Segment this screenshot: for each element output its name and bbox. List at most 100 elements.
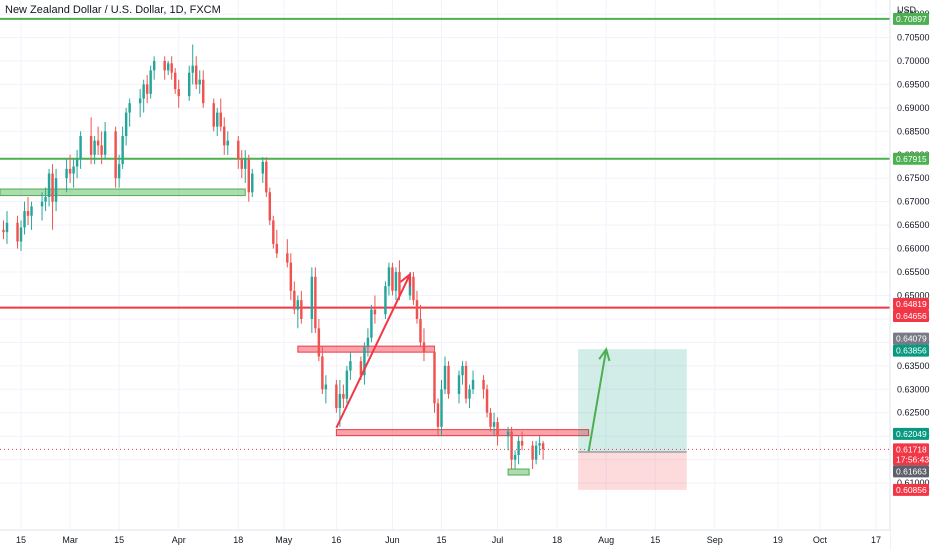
candle-body — [345, 370, 349, 399]
candle-body — [366, 337, 370, 348]
price-axis[interactable]: USD0.608500.610000.615000.620000.625000.… — [889, 0, 932, 550]
candle-body — [468, 389, 471, 399]
time-tick-label: Sep — [707, 535, 723, 545]
time-tick-label: Apr — [172, 535, 186, 545]
arrow-head — [598, 347, 611, 362]
price-badge-label: 0.64819 — [896, 299, 927, 309]
candle-body — [349, 361, 352, 371]
zones — [0, 188, 590, 476]
candle-body — [114, 131, 117, 179]
price-badge-label: 0.62049 — [896, 429, 927, 439]
grid — [0, 0, 890, 530]
candle-body — [68, 168, 72, 174]
candle-body — [51, 173, 54, 202]
candle-body — [40, 201, 44, 207]
candle-body — [398, 272, 401, 296]
candle-body — [317, 328, 321, 357]
time-tick-label: May — [275, 535, 293, 545]
candle-body — [223, 126, 226, 146]
candle-body — [419, 318, 422, 343]
candle-body — [149, 70, 152, 94]
candle-body — [187, 72, 191, 97]
candle-body — [198, 79, 201, 85]
arrow-line[interactable] — [587, 349, 608, 452]
candle-body — [338, 393, 342, 409]
candle-body — [489, 412, 492, 427]
candle-body — [44, 196, 47, 202]
candle-body — [194, 65, 198, 85]
candle-body — [173, 72, 177, 90]
horizontal-lines[interactable] — [0, 17, 890, 450]
candle-body — [387, 267, 391, 287]
price-badge — [893, 344, 929, 357]
price-badge — [893, 427, 929, 440]
candle-body — [310, 276, 314, 319]
price-badge-label: 0.61718 — [896, 444, 927, 454]
candle-body — [170, 63, 173, 73]
price-badge-label: 0.70897 — [896, 14, 927, 24]
candle-body — [54, 178, 58, 202]
candle-body — [93, 140, 96, 155]
candle-body — [103, 131, 107, 155]
time-axis[interactable]: 15 Mar 15 Apr 18 May 16 Jun 15 Jul 18 Aug 15 Sep 19 Oct… — [0, 529, 890, 550]
support-zone — [507, 468, 530, 476]
candle-body — [384, 286, 387, 315]
candle-body — [510, 431, 513, 460]
candle-body — [324, 384, 328, 390]
price-tick-label: 0.70000 — [897, 56, 930, 66]
candle-body — [237, 140, 240, 160]
time-tick-label: 15 — [436, 535, 446, 545]
candle-body — [457, 375, 461, 394]
time-tick-label: Aug — [598, 535, 614, 545]
candle-body — [30, 206, 33, 216]
position-tool[interactable] — [578, 349, 687, 490]
candle-body — [79, 136, 82, 160]
candle-body — [359, 361, 363, 376]
candle-body — [138, 98, 142, 104]
candle-body — [373, 309, 377, 315]
candle-body — [124, 112, 128, 137]
candle-body — [251, 173, 254, 193]
candle-body — [212, 103, 215, 127]
candle-body — [244, 159, 247, 169]
resistance-zone — [335, 429, 590, 437]
candle-body — [433, 351, 436, 404]
candle-body — [96, 140, 100, 146]
candle-body — [145, 84, 149, 94]
candle-body — [443, 365, 447, 390]
candle-body — [517, 440, 520, 455]
chart-title: New Zealand Dollar / U.S. Dollar, 1D, FX… — [5, 4, 221, 16]
time-tick-label: 15 — [114, 535, 124, 545]
currency-label: USD — [897, 5, 917, 15]
candle-body — [216, 112, 219, 127]
price-tick-label: 0.62500 — [897, 408, 930, 418]
candle-body — [286, 253, 289, 263]
candle-body — [485, 389, 489, 413]
candle-body — [520, 440, 524, 446]
arrow-head — [399, 272, 411, 287]
candle-body — [268, 192, 272, 221]
time-tick-label: Jun — [385, 535, 400, 545]
candle-body — [226, 140, 229, 146]
target-zone[interactable] — [578, 349, 687, 453]
price-tick-label: 0.67000 — [897, 197, 930, 207]
candle-body — [100, 145, 103, 155]
candle-body — [464, 365, 468, 399]
candle-body — [541, 443, 545, 450]
candle-body — [293, 290, 296, 310]
candle-body — [531, 445, 534, 460]
candle-body — [496, 422, 499, 437]
candle-body — [363, 347, 366, 376]
stop-zone[interactable] — [578, 452, 687, 490]
arrow-line[interactable] — [335, 273, 411, 429]
arrows[interactable] — [335, 272, 611, 452]
price-badge-label: 0.61663 — [896, 466, 927, 476]
price-tick-label: 0.63000 — [897, 384, 930, 394]
candle-body — [75, 159, 79, 167]
candle-body — [538, 443, 541, 446]
candle-body — [65, 168, 68, 179]
candle-body — [370, 309, 373, 338]
time-tick-label: 15 — [650, 535, 660, 545]
